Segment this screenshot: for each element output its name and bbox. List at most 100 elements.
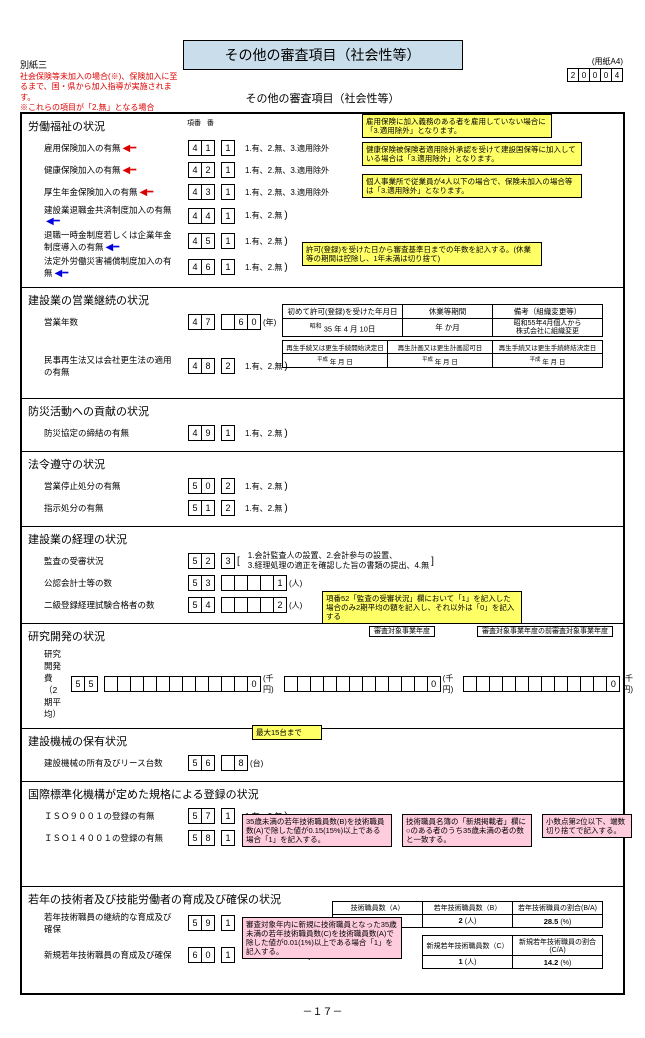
- row-label: 建設機械の所有及びリース台数: [28, 757, 178, 769]
- row-label: ＩＳＯ９００１の登録の有無: [28, 810, 178, 822]
- box-cell: 0: [247, 314, 261, 330]
- row-label: 民事再生法又は会社更生法の適用の有無: [28, 354, 178, 378]
- callout: 個人事業所で従業員が4人以下の場合で、保険未加入の場合等は「3.適用除外」となり…: [362, 174, 582, 198]
- box-cell: 4: [188, 233, 202, 249]
- box-cell: 6: [201, 755, 215, 771]
- box-cell: 4: [188, 425, 202, 441]
- page-title: その他の審査項目（社会性等）: [183, 40, 463, 70]
- box-cell: 0: [201, 947, 215, 963]
- box-cell: 8: [201, 358, 215, 374]
- box-cell: 5: [188, 808, 202, 824]
- box-cell: 4: [201, 597, 215, 613]
- unit: (人): [289, 600, 302, 611]
- box-cell: 0: [427, 676, 441, 692]
- box-cell: [221, 597, 235, 613]
- arrow-icon: ◀━: [46, 216, 60, 227]
- box-cell: 5: [201, 233, 215, 249]
- box-cell: [502, 676, 516, 692]
- box-cell: 1: [221, 208, 235, 224]
- form-row: 研究開発費（2期平均） 55 0(千円) 0(千円) 0(千円): [28, 648, 617, 720]
- box-cell: [221, 676, 235, 692]
- box-cell: [260, 597, 274, 613]
- header-label: 別紙三: [20, 58, 47, 71]
- options-text: 1.有、2.無: [245, 210, 282, 221]
- row-label: 雇用保険加入の有無◀━: [28, 142, 178, 154]
- note-red: 社会保険等未加入の場合(※)、保険加入に至るまで、国・県から加入指導が実施されま…: [20, 72, 180, 114]
- box-cell: 6: [188, 947, 202, 963]
- box-cell: [541, 676, 555, 692]
- box-cell: [515, 676, 529, 692]
- section-labor-welfare: 労働福祉の状況 項番 番 雇用保険加入の有無◀━ 41 1 1.有、2.無、3.…: [22, 114, 623, 288]
- form-row: 防災協定の締結の有無 49 1 1.有、2.無): [28, 423, 617, 443]
- form-row: 公認会計士等の数 53 1 (人): [28, 573, 617, 593]
- row-label: 健康保険加入の有無◀━: [28, 164, 178, 176]
- box-cell: [336, 676, 350, 692]
- section-business-continuity: 建設業の営業継続の状況 営業年数 47 60 (年) 初めて許可(登録)を受けた…: [22, 288, 623, 399]
- sec-title: 建設業の経理の状況: [28, 531, 617, 547]
- options-text: 1.有、2.無: [245, 481, 282, 492]
- options-text: 1.有、2.無: [245, 503, 282, 514]
- box-cell: 7: [201, 314, 215, 330]
- row-label: 建設業退職金共済制度加入の有無◀━: [28, 204, 178, 227]
- main-border: 労働福祉の状況 項番 番 雇用保険加入の有無◀━ 41 1 1.有、2.無、3.…: [20, 112, 625, 995]
- box-cell: 1: [201, 500, 215, 516]
- form-row: 指示処分の有無 51 2 1.有、2.無): [28, 498, 617, 518]
- box-cell: 4: [188, 358, 202, 374]
- unit: (年): [263, 317, 276, 328]
- section-iso: 国際標準化機構が定めた規格による登録の状況 ＩＳＯ９００１の登録の有無 57 1…: [22, 782, 623, 887]
- table-new-tech: 新規若年技術職員数（C）新規若年技術職員の割合(C/A) 1 (人)14.2 (…: [422, 935, 603, 969]
- options-text: 1.有、2.無、3.適用除外: [245, 165, 329, 176]
- section-accounting: 建設業の経理の状況 監査の受審状況 52 3 [1.会計監査人の設置、2.会計参…: [22, 527, 623, 624]
- callout: 技術職員名簿の「新規掲載者」欄に○のある者のうち35歳未満の者の数と一致する。: [402, 814, 532, 847]
- box-cell: [554, 676, 568, 692]
- box-cell: 6: [201, 259, 215, 275]
- box-cell: [463, 676, 477, 692]
- box-cell: [528, 676, 542, 692]
- box-cell: [156, 676, 170, 692]
- table-permit: 初めて許可(登録)を受けた年月日休業等期間備考（組織変更等） 昭和 35 年 4…: [282, 304, 603, 337]
- row-label: 指示処分の有無: [28, 502, 178, 514]
- box-cell: 8: [201, 830, 215, 846]
- row-label: 営業停止処分の有無: [28, 480, 178, 492]
- box-cell: 1: [221, 162, 235, 178]
- options-text: 1.有、2.無: [245, 236, 282, 247]
- box-cell: [593, 676, 607, 692]
- box-cell: 0: [201, 478, 215, 494]
- section-young-tech: 若年の技術者及び技能労働者の育成及び確保の状況 若年技術職員の継続的な育成及び確…: [22, 887, 623, 993]
- box-cell: [247, 575, 261, 591]
- unit: (台): [250, 758, 263, 769]
- page: 別紙三 その他の審査項目（社会性等） (用紙A4) 20004 社会保険等未加入…: [0, 0, 645, 1038]
- callout: 35歳未満の若年技術職員数(B)を技術職員数(A)で除した値が0.15(15%)…: [242, 814, 392, 847]
- box-cell: 1: [221, 947, 235, 963]
- options-text: 1.有、2.無: [245, 361, 282, 372]
- box-cell: 5: [71, 676, 85, 692]
- table-reorg: 再生手続又は更生手続開始決定日再生計画又は更生計画認可日再生手続又は更生手続終結…: [282, 340, 603, 368]
- hdr: 審査対象事業年度 審査対象事業年度の前審査対象事業年度: [369, 626, 613, 636]
- box-cell: 4: [188, 314, 202, 330]
- box-cell: [234, 575, 248, 591]
- box-cell: 4: [188, 184, 202, 200]
- row-label: 若年技術職員の継続的な育成及び確保: [28, 911, 178, 935]
- callout: 健康保険被保険者適用除外承認を受けて建設国保等に加入している場合は「3.適用除外…: [362, 142, 582, 166]
- callout: 最大15台まで: [252, 725, 322, 740]
- box-cell: [221, 575, 235, 591]
- box-cell: 5: [188, 575, 202, 591]
- callout: 審査対象年内に新規に技術職員となった35歳未満の若年技術職員数(C)を技術職員数…: [242, 917, 402, 959]
- box-cell: [388, 676, 402, 692]
- box-cell: 4: [188, 208, 202, 224]
- row-label: 公認会計士等の数: [28, 577, 178, 589]
- form-code: (用紙A4) 20004: [567, 56, 623, 82]
- options-text: 1.有、2.無、3.適用除外: [245, 143, 329, 154]
- box-cell: 2: [221, 478, 235, 494]
- box-cell: [476, 676, 490, 692]
- box-cell: 2: [221, 358, 235, 374]
- box-cell: 4: [188, 259, 202, 275]
- box-cell: 9: [201, 915, 215, 931]
- form-row: 建設機械の所有及びリース台数 56 8 (台): [28, 753, 617, 773]
- row-label: 監査の受審状況: [28, 555, 178, 567]
- form-ref: (用紙A4): [567, 56, 623, 67]
- box-cell: [362, 676, 376, 692]
- box-cell: 1: [273, 575, 287, 591]
- box-cell: [401, 676, 415, 692]
- box-cell: [260, 575, 274, 591]
